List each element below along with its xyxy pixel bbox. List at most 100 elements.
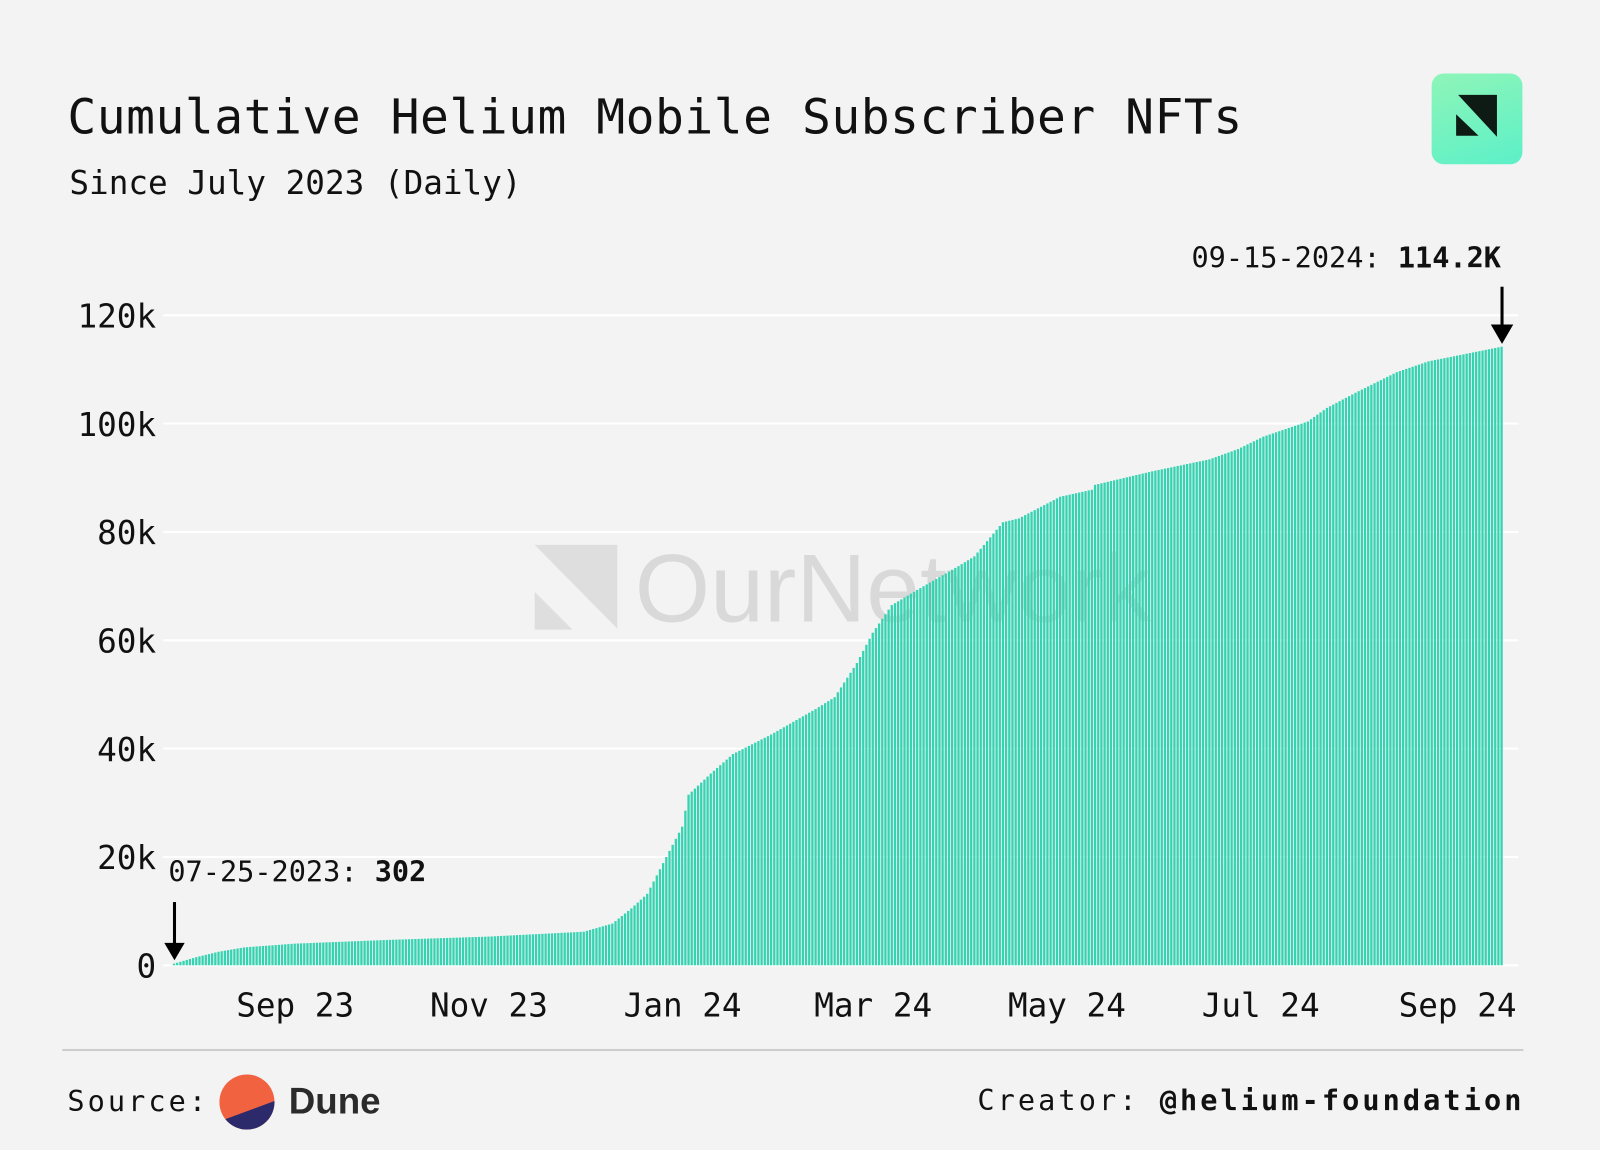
- bar: [677, 832, 681, 966]
- bar: [1344, 397, 1348, 966]
- bar: [919, 588, 922, 966]
- bar: [957, 566, 960, 966]
- bar: [277, 944, 280, 966]
- bar: [353, 941, 357, 966]
- bar: [188, 959, 192, 966]
- bar: [1268, 434, 1271, 966]
- bar: [446, 937, 449, 966]
- x-tick-label: Jan 24: [624, 986, 742, 1024]
- bar: [1417, 364, 1421, 966]
- bar: [1401, 370, 1405, 966]
- bar: [1192, 462, 1195, 966]
- bar: [722, 762, 725, 966]
- ournetwork-logo-icon: [1456, 94, 1497, 137]
- annotation-start-value: 302: [375, 855, 427, 889]
- bar: [951, 569, 954, 966]
- bar: [846, 677, 849, 966]
- bar: [1214, 457, 1217, 966]
- y-tick-label: 80k: [97, 514, 156, 552]
- bar: [468, 937, 471, 966]
- bar: [531, 934, 535, 966]
- bar: [430, 938, 433, 966]
- bar: [1284, 429, 1287, 966]
- bar: [931, 580, 935, 966]
- bar: [1259, 438, 1262, 966]
- bar: [925, 584, 928, 966]
- watermark-text: OurNetwork: [635, 533, 1153, 642]
- bar: [912, 591, 916, 966]
- bar: [1151, 471, 1154, 966]
- bar: [627, 910, 630, 966]
- bar: [1138, 474, 1141, 966]
- bar: [897, 601, 900, 966]
- bar: [604, 925, 608, 966]
- bar: [655, 875, 658, 966]
- bar: [823, 703, 827, 966]
- bar: [1471, 352, 1475, 966]
- bar: [1103, 482, 1106, 966]
- bar: [1487, 349, 1491, 966]
- bar: [1484, 349, 1487, 966]
- bar: [1033, 510, 1036, 966]
- bar: [1233, 450, 1236, 966]
- bar: [941, 575, 944, 966]
- bar: [560, 932, 563, 966]
- bar: [439, 938, 442, 966]
- annotation-end-value: 114.2K: [1398, 240, 1502, 274]
- bar: [1481, 350, 1484, 966]
- bar: [833, 697, 836, 966]
- bar: [385, 939, 388, 966]
- bar: [1224, 453, 1227, 966]
- bar: [1411, 366, 1414, 966]
- bar: [1049, 501, 1052, 966]
- bar: [1087, 490, 1090, 966]
- bar: [652, 881, 655, 966]
- bar: [1367, 386, 1370, 966]
- bar: [338, 941, 341, 966]
- bar: [849, 672, 852, 966]
- bar: [620, 916, 623, 966]
- bar: [442, 938, 446, 966]
- bar: [185, 959, 188, 966]
- bar: [1332, 404, 1335, 966]
- bar: [808, 712, 811, 966]
- bar: [1008, 520, 1011, 966]
- bar: [909, 593, 913, 966]
- bar: [1011, 519, 1014, 966]
- bar: [681, 826, 684, 966]
- bar: [258, 946, 261, 966]
- bar: [1357, 391, 1360, 966]
- bar: [252, 946, 255, 966]
- bar: [881, 618, 884, 966]
- bar: [1125, 477, 1128, 966]
- dune-logo-icon: [219, 1074, 275, 1130]
- bar: [636, 902, 639, 966]
- ournetwork-logo: [1431, 73, 1523, 165]
- bar: [398, 939, 401, 966]
- bar: [1176, 466, 1179, 966]
- bar: [1173, 466, 1176, 966]
- bar: [1084, 491, 1087, 966]
- bar: [858, 656, 862, 966]
- bar: [725, 759, 728, 966]
- bar: [865, 644, 868, 966]
- bar: [1112, 480, 1116, 966]
- bar: [1490, 348, 1494, 966]
- bar: [1452, 356, 1456, 966]
- bar: [1062, 496, 1065, 966]
- bar: [449, 937, 452, 966]
- bar: [309, 943, 312, 966]
- bar: [1097, 484, 1100, 966]
- bar: [938, 577, 941, 966]
- bar: [407, 939, 411, 966]
- bar: [195, 957, 198, 966]
- bar: [687, 794, 690, 966]
- bar: [420, 938, 423, 966]
- bar: [509, 935, 512, 966]
- bar: [579, 931, 582, 966]
- bar-chart: OurNetwork 0 20k 40k 60k 80k 100k 120k Sep 23 N…: [78, 240, 1519, 1024]
- bar: [388, 939, 392, 966]
- bar: [1376, 381, 1379, 966]
- bar: [458, 937, 462, 966]
- bar: [414, 939, 417, 966]
